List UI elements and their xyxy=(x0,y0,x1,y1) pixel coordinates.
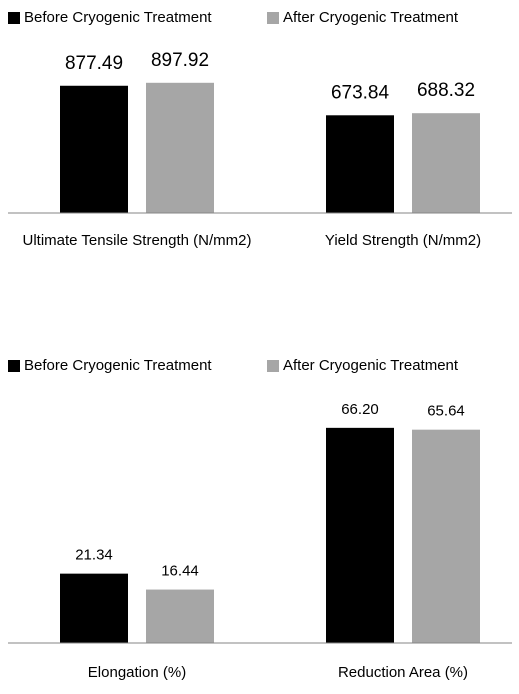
data-label: 66.20 xyxy=(341,401,379,418)
x-tick-label: Yield Strength (N/mm2) xyxy=(324,232,482,249)
bar xyxy=(412,113,480,213)
chart: Before Cryogenic Treatment 21.34 66.20 Afte… xyxy=(8,357,512,681)
bar xyxy=(326,115,394,213)
legend-label: After Cryogenic Treatment xyxy=(283,357,459,374)
legend-swatch xyxy=(267,360,279,372)
data-label: 16.44 xyxy=(161,563,199,580)
data-label: 21.34 xyxy=(75,547,113,564)
legend-label: Before Cryogenic Treatment xyxy=(24,357,212,374)
bar xyxy=(412,429,480,643)
bar xyxy=(60,573,128,643)
bar xyxy=(326,427,394,643)
data-label: 688.32 xyxy=(417,80,475,101)
x-tick-label: Elongation (%) xyxy=(87,664,187,681)
data-label: 65.64 xyxy=(427,403,465,420)
data-label: 877.49 xyxy=(65,53,123,74)
data-label: 897.92 xyxy=(151,50,209,71)
bar xyxy=(146,589,214,643)
legend-swatch xyxy=(267,12,279,24)
legend-label: Before Cryogenic Treatment xyxy=(24,9,212,26)
chart: Before Cryogenic Treatment 877.49 673.84 Af… xyxy=(8,9,512,249)
category-label-box: Reduction Area (%) xyxy=(337,664,469,681)
legend-swatch xyxy=(8,12,20,24)
x-tick-label: Reduction Area (%) xyxy=(337,664,469,681)
category-label-box: Yield Strength (N/mm2) xyxy=(324,232,482,249)
x-tick-label: Ultimate Tensile Strength (N/mm2) xyxy=(22,232,252,249)
legend-swatch xyxy=(8,360,20,372)
data-label: 673.84 xyxy=(331,82,390,103)
category-label-box: Elongation (%) xyxy=(87,664,187,681)
category-label-box: Ultimate Tensile Strength (N/mm2) xyxy=(22,232,252,249)
bar xyxy=(146,82,214,213)
legend-label: After Cryogenic Treatment xyxy=(283,9,459,26)
bar xyxy=(60,85,128,213)
